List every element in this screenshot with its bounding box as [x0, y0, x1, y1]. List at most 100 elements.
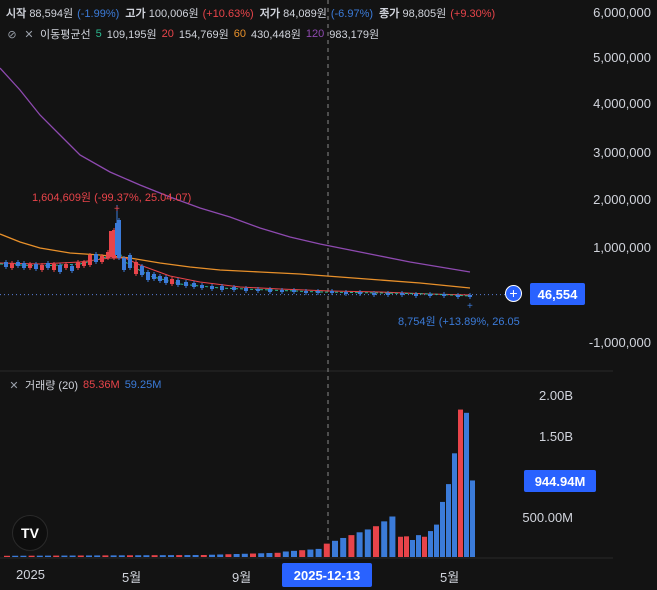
add-alert-button[interactable]: +: [505, 285, 522, 302]
volume-bar: [12, 555, 19, 557]
ma5-value: 109,195원: [106, 29, 157, 41]
candle-body: [200, 285, 204, 288]
close-icon[interactable]: ✕: [24, 28, 34, 41]
candle-body: [128, 255, 132, 268]
ma20-value: 154,769원: [178, 29, 229, 41]
volume-bar: [225, 554, 232, 557]
volume-tick: 500.00M: [522, 510, 573, 525]
candle-body: [112, 230, 116, 258]
candle-body: [158, 276, 162, 281]
volume-bar: [464, 412, 469, 557]
time-tick: 5월: [122, 570, 142, 585]
candle-body: [210, 286, 214, 289]
ma5-period: 5: [95, 28, 102, 40]
current-volume-badge: 944.94M: [524, 470, 596, 492]
crosshair-date-badge: 2025-12-13: [282, 563, 372, 587]
candle-body: [34, 264, 38, 269]
volume-bar: [110, 555, 117, 557]
price-tick: 2,000,000: [593, 192, 651, 207]
visibility-toggle-icon[interactable]: ⊘: [7, 28, 17, 41]
volume-bar: [127, 555, 133, 557]
ma20-period: 20: [161, 28, 174, 40]
volume-bar: [274, 552, 281, 557]
volume-bar: [404, 536, 409, 557]
volume-tick: 1.50B: [539, 429, 573, 444]
candle-body: [170, 279, 174, 284]
close-icon[interactable]: ✕: [9, 379, 19, 392]
candle-body: [456, 295, 460, 297]
volume-tick: 2.00B: [539, 388, 573, 403]
ma20-line: [0, 257, 471, 296]
ma120-value: 983,179원: [329, 29, 380, 41]
close-change: (+9.30%): [450, 8, 496, 20]
volume-bar: [135, 555, 142, 557]
volume-bar: [102, 555, 109, 557]
volume-bar: [217, 554, 224, 557]
ma120-period: 120: [305, 28, 325, 40]
candle-body: [386, 293, 390, 295]
low-change: (-6.97%): [330, 8, 374, 20]
ohlc-legend: 시작 88,594원 (-1.99%) 고가 100,006원 (+10.63%) …: [6, 5, 495, 21]
volume-bar: [373, 526, 379, 557]
volume-bar: [452, 453, 457, 557]
volume-bar: [118, 555, 125, 557]
candle-body: [146, 272, 150, 280]
current-price-badge: 46,554: [530, 283, 585, 305]
candle-body: [22, 263, 26, 268]
volume-bar: [266, 553, 273, 557]
high-label: 고가: [125, 8, 146, 20]
volume-bar: [364, 529, 371, 557]
volume-bar: [258, 553, 265, 557]
volume-bar: [458, 409, 463, 557]
volume-bar: [209, 554, 215, 557]
volume-bar: [446, 484, 451, 557]
volume-bar: [143, 555, 150, 557]
ma-legend: ⊘ ✕ 이동평균선 5 109,195원 20 154,769원 60 430,…: [6, 26, 379, 42]
candle-body: [232, 287, 236, 290]
candle-body: [292, 290, 296, 292]
candle-body: [268, 289, 272, 292]
low-marker: +: [467, 301, 473, 312]
candle-body: [358, 292, 362, 294]
candle-body: [52, 264, 56, 270]
ma60-period: 60: [233, 28, 247, 40]
candle-body: [304, 291, 308, 293]
low-annotation: 8,754원 (+13.89%, 26.05: [398, 316, 520, 328]
open-label: 시작: [6, 8, 27, 20]
volume-bar: [410, 539, 415, 557]
price-tick: 5,000,000: [593, 50, 651, 65]
volume-bar: [233, 554, 240, 557]
volume-bar: [53, 555, 60, 557]
candle-body: [414, 294, 418, 296]
volume-bar: [340, 537, 347, 557]
candle-body: [82, 262, 86, 266]
volume-bar: [192, 555, 199, 557]
tradingview-logo[interactable]: TV: [12, 515, 48, 551]
volume-ma-value: 85.36M: [82, 379, 120, 391]
high-annotation: 1,604,609원 (-99.37%, 25.04.07): [32, 192, 192, 204]
candle-body: [442, 294, 446, 296]
candle-body: [106, 252, 110, 258]
candle-body: [88, 255, 92, 265]
candle-body: [70, 266, 74, 271]
volume-bar: [323, 543, 330, 557]
candle-body: [4, 262, 8, 267]
high-marker: +: [114, 204, 120, 215]
price-tick: 3,000,000: [593, 145, 651, 160]
time-tick: 2025: [16, 567, 45, 582]
candle-body: [256, 289, 260, 291]
candle-body: [400, 293, 404, 295]
candle-body: [122, 258, 126, 270]
candle-body: [372, 293, 376, 295]
volume-bar: [184, 555, 191, 557]
ma120-line: [0, 67, 471, 273]
open-value: 88,594원: [29, 8, 74, 20]
volume-bar: [416, 535, 421, 557]
price-tick: 1,000,000: [593, 240, 651, 255]
low-label: 저가: [259, 8, 281, 20]
price-tick: -1,000,000: [588, 335, 651, 350]
candle-body: [40, 265, 44, 270]
volume-bar: [440, 501, 445, 557]
open-change: (-1.99%): [77, 8, 120, 20]
